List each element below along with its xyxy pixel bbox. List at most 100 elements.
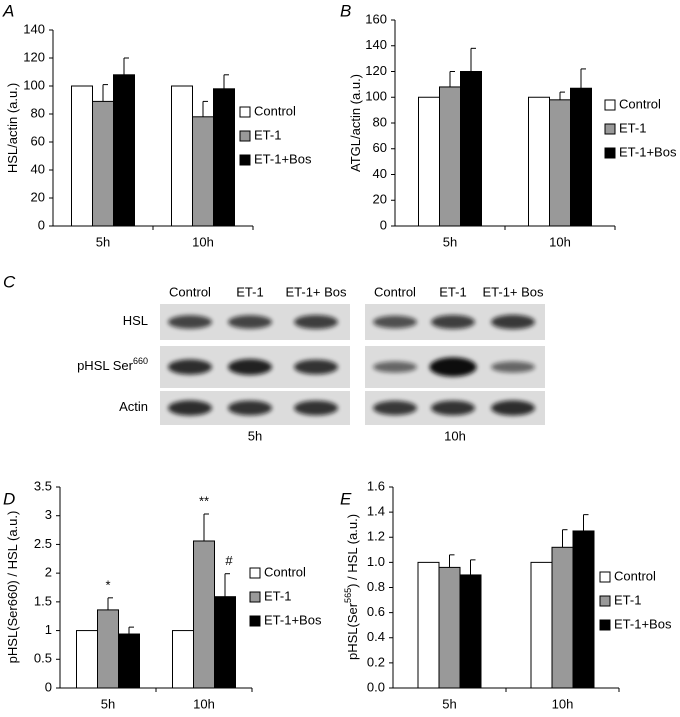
- bar: [171, 85, 193, 227]
- blot-band: [373, 400, 417, 416]
- row-label: pHSL Ser660: [77, 356, 148, 373]
- x-tick-label: 5h: [442, 696, 456, 711]
- legend-swatch: [249, 567, 261, 579]
- error-bar: [562, 529, 568, 548]
- y-axis-label: HSL/actin (a.u.): [5, 83, 20, 173]
- bar: [549, 99, 571, 227]
- panel-letter: D: [3, 489, 15, 508]
- y-tick-label: 100: [365, 89, 387, 104]
- legend-label: ET-1: [619, 120, 646, 135]
- bar: [438, 566, 461, 689]
- blot-band: [294, 315, 338, 329]
- y-tick-label: 80: [31, 105, 45, 120]
- y-axis-label: pHSL(Ser565) / HSL (a.u.): [343, 514, 360, 660]
- blot-band: [228, 400, 272, 416]
- y-axis-label-part: ATGL/actin (a.u.): [348, 74, 363, 172]
- y-tick-label: 0.0: [367, 679, 385, 694]
- legend-swatch: [239, 106, 251, 118]
- group-label: 10h: [444, 428, 466, 443]
- y-axis-label-part: pHSL(Ser: [345, 602, 360, 660]
- legend-swatch: [604, 99, 616, 111]
- legend-label: ET-1+Bos: [614, 616, 672, 631]
- lane-label: ET-1+ Bos: [482, 284, 544, 299]
- bar: [418, 96, 440, 227]
- annotation: **: [199, 493, 209, 508]
- error-bar: [470, 559, 476, 575]
- row-label: Actin: [119, 399, 148, 414]
- y-axis-label: pHSL(Ser660) / HSL (a.u.): [5, 511, 20, 664]
- bar: [460, 71, 482, 227]
- blot-band: [168, 315, 212, 329]
- y-tick-label: 1.2: [367, 529, 385, 544]
- legend-swatch: [239, 130, 251, 142]
- y-tick-label: 0: [38, 217, 45, 232]
- bar: [71, 85, 93, 227]
- y-tick-label: 0.6: [367, 604, 385, 619]
- blot-band: [228, 359, 272, 375]
- y-tick-label: 120: [23, 49, 45, 64]
- legend-swatch: [599, 571, 611, 583]
- bar: [551, 546, 574, 689]
- y-axis-label-part: ) / HSL (a.u.): [345, 514, 360, 588]
- row-label-part: 660: [133, 356, 148, 366]
- error-bar: [203, 513, 209, 541]
- group-label: 5h: [248, 428, 262, 443]
- error-bar: [580, 68, 586, 89]
- legend-label: Control: [614, 568, 656, 583]
- blot-band: [294, 359, 338, 375]
- error-bar: [128, 626, 134, 635]
- blot-band: [491, 400, 535, 416]
- y-tick-label: 0.2: [367, 654, 385, 669]
- row-label-part: Actin: [119, 399, 148, 414]
- y-tick-label: 1.0: [367, 554, 385, 569]
- legend-label: Control: [254, 103, 296, 118]
- y-tick-label: 1.5: [34, 593, 52, 608]
- x-tick-label: 5h: [101, 696, 115, 711]
- lane-label: ET-1+ Bos: [285, 284, 347, 299]
- panel-letter: C: [3, 272, 16, 291]
- y-tick-label: 1: [45, 622, 52, 637]
- y-axis-label: ATGL/actin (a.u.): [348, 74, 363, 172]
- x-tick-label: 10h: [192, 234, 214, 249]
- annotation: *: [105, 577, 110, 592]
- panel-letter: A: [2, 1, 14, 20]
- y-tick-label: 3.5: [34, 478, 52, 493]
- bar: [193, 540, 215, 689]
- y-tick-label: 140: [23, 21, 45, 36]
- row-label: HSL: [123, 313, 148, 328]
- bar: [528, 96, 550, 227]
- blot-band: [228, 315, 272, 329]
- y-tick-label: 3: [45, 507, 52, 522]
- error-bar: [449, 554, 455, 568]
- x-tick-label: 10h: [552, 696, 574, 711]
- lane-label: ET-1: [439, 284, 466, 299]
- bar: [213, 88, 235, 227]
- blot-band: [429, 357, 477, 377]
- lane-label: Control: [169, 284, 211, 299]
- y-axis-label-part: HSL/actin (a.u.): [5, 83, 20, 173]
- x-tick-label: 5h: [96, 234, 110, 249]
- blot-band: [373, 315, 417, 329]
- legend-label: ET-1+Bos: [254, 151, 312, 166]
- bar: [417, 561, 440, 689]
- y-tick-label: 2.5: [34, 536, 52, 551]
- y-tick-label: 140: [365, 37, 387, 52]
- blot-band: [491, 314, 535, 330]
- bar: [92, 100, 114, 227]
- blot-band: [491, 361, 535, 373]
- bar: [97, 609, 119, 689]
- y-tick-label: 2: [45, 565, 52, 580]
- error-bar: [583, 514, 589, 531]
- y-tick-label: 40: [373, 166, 387, 181]
- blot-band: [168, 400, 212, 416]
- legend-swatch: [604, 123, 616, 135]
- legend-label: Control: [264, 564, 306, 579]
- annotation: #: [225, 553, 233, 568]
- y-tick-label: 0.4: [367, 629, 385, 644]
- error-bar: [223, 74, 229, 89]
- lane-label: Control: [374, 284, 416, 299]
- bar: [439, 86, 461, 227]
- y-axis-label-part: pHSL(Ser660) / HSL (a.u.): [5, 511, 20, 664]
- y-tick-label: 100: [23, 77, 45, 92]
